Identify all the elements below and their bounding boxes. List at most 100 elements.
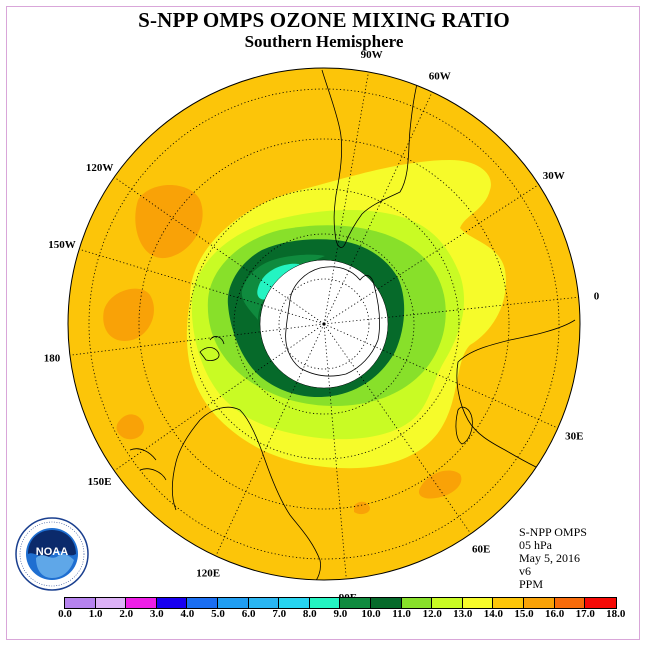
- south-america-coast: [321, 69, 419, 248]
- australia-coast-west: [171, 419, 201, 511]
- noaa-logo: NOAA: [15, 517, 89, 591]
- meridian-line: [323, 296, 579, 325]
- ozone-14-15-region: [116, 414, 145, 440]
- map-boundary: [67, 67, 581, 581]
- longitude-label: 120W: [86, 162, 114, 174]
- colorbar-tick-label: 0.0: [58, 608, 72, 620]
- colorbar-tick-label: 17.0: [575, 608, 595, 620]
- indonesia-coast: [129, 448, 167, 481]
- latitude-circle: [188, 188, 460, 460]
- colorbar-tick-label: 16.0: [544, 608, 565, 620]
- longitude-label: 120E: [196, 567, 220, 579]
- colorbar-segment: [217, 598, 249, 608]
- longitude-label: 0: [594, 290, 600, 302]
- colorbar-segment: [554, 598, 586, 608]
- longitude-labels: 90W60W30W030E60E90E120E150E180150W120W: [44, 49, 600, 604]
- product-info: S-NPP OMPS 05 hPa May 5, 2016 v6 PPM: [519, 526, 587, 591]
- latitude-circle: [233, 233, 415, 415]
- colorbar-tick-label: 7.0: [272, 608, 287, 620]
- colorbar-segment: [462, 598, 494, 608]
- colorbar-tick-label: 10.0: [361, 608, 381, 620]
- colorbar-segment: [279, 598, 310, 608]
- colorbar: [64, 597, 617, 609]
- map-subtitle: Southern Hemisphere: [244, 32, 404, 51]
- meridian-line: [114, 323, 325, 472]
- ozone-14-15-region: [354, 501, 370, 515]
- meridian-lines: [69, 71, 579, 580]
- noaa-logo-text: NOAA: [36, 546, 68, 558]
- units-label: PPM: [519, 577, 544, 591]
- new-zealand-coast: [209, 336, 225, 345]
- colorbar-tick-label: 15.0: [514, 608, 534, 620]
- colorbar-segment: [432, 598, 463, 608]
- meridian-line: [69, 323, 325, 356]
- pressure-level-label: 05 hPa: [519, 538, 552, 552]
- meridian-line: [323, 184, 539, 325]
- colorbar-tick-label: 2.0: [119, 608, 134, 620]
- version-label: v6: [519, 564, 531, 578]
- longitude-label: 90W: [361, 49, 383, 61]
- meridian-line: [323, 71, 369, 325]
- meridian-line: [323, 323, 347, 580]
- colorbar-segment: [493, 598, 524, 608]
- colorbar-segment: [370, 598, 402, 608]
- colorbar-segment: [309, 598, 341, 608]
- colorbar-tick-label: 18.0: [606, 608, 626, 620]
- longitude-label: 180: [44, 352, 61, 364]
- colorbar-tick-label: 4.0: [180, 608, 195, 620]
- longitude-label: 60W: [429, 71, 451, 83]
- colorbar-tick-labels: 0.0 1.0 2.0 3.0 4.0 5.0 6.0 7.0 8.0 9.0 10.0 11.0 12…: [0, 608, 648, 622]
- colorbar-tick-label: 13.0: [453, 608, 473, 620]
- colorbar-tick-label: 1.0: [88, 608, 103, 620]
- meridian-line: [215, 323, 325, 557]
- map-title: S-NPP OMPS OZONE MIXING RATIO: [138, 8, 510, 32]
- ozone-14-15-region: [135, 185, 203, 259]
- colorbar-segment: [523, 598, 555, 608]
- latitude-circles: [88, 88, 560, 560]
- colorbar-segment: [126, 598, 157, 608]
- new-zealand-coast: [199, 347, 220, 361]
- colorbar-tick-label: 11.0: [392, 608, 411, 620]
- meridian-line: [79, 248, 325, 325]
- colorbar-segment: [248, 598, 280, 608]
- longitude-label: 30W: [543, 170, 565, 182]
- madagascar-coast: [455, 406, 473, 445]
- figure-frame: [6, 6, 640, 640]
- colorbar-segment: [65, 598, 96, 608]
- meridian-line: [323, 323, 472, 534]
- meridian-line: [323, 91, 433, 325]
- latitude-circle: [278, 278, 370, 370]
- longitude-label: 150E: [88, 476, 112, 488]
- date-label: May 5, 2016: [519, 551, 580, 565]
- colorbar-segment: [401, 598, 433, 608]
- antarctica-coast: [285, 266, 381, 377]
- colorbar-tick-label: 3.0: [149, 608, 164, 620]
- colorbar-tick-label: 6.0: [241, 608, 256, 620]
- meridian-line: [114, 176, 325, 325]
- meridian-line: [323, 323, 559, 429]
- latitude-circle: [138, 138, 510, 510]
- colorbar-segment: [585, 598, 616, 608]
- longitude-label: 150W: [48, 239, 76, 251]
- ozone-14-15-region: [103, 288, 154, 341]
- australia-coast: [199, 406, 321, 580]
- colorbar-tick-label: 12.0: [422, 608, 442, 620]
- longitude-label: 60E: [472, 543, 490, 555]
- colorbar-tick-label: 9.0: [333, 608, 348, 620]
- colorbar-segment: [340, 598, 371, 608]
- colorbar-segment: [156, 598, 188, 608]
- longitude-label: 30E: [565, 430, 583, 442]
- colorbar-segment: [187, 598, 218, 608]
- instrument-label: S-NPP OMPS: [519, 525, 587, 539]
- colorbar-segment: [95, 598, 127, 608]
- colorbar-tick-label: 5.0: [211, 608, 225, 620]
- colorbar-tick-label: 8.0: [302, 608, 317, 620]
- africa-coast: [456, 319, 576, 479]
- colorbar-tick-label: 14.0: [483, 608, 504, 620]
- south-pole-marker: [322, 322, 326, 326]
- ozone-8-9-region: [241, 254, 325, 320]
- coastlines: [129, 69, 576, 580]
- latitude-circle: [88, 88, 560, 560]
- ozone-14-15-region: [418, 470, 462, 499]
